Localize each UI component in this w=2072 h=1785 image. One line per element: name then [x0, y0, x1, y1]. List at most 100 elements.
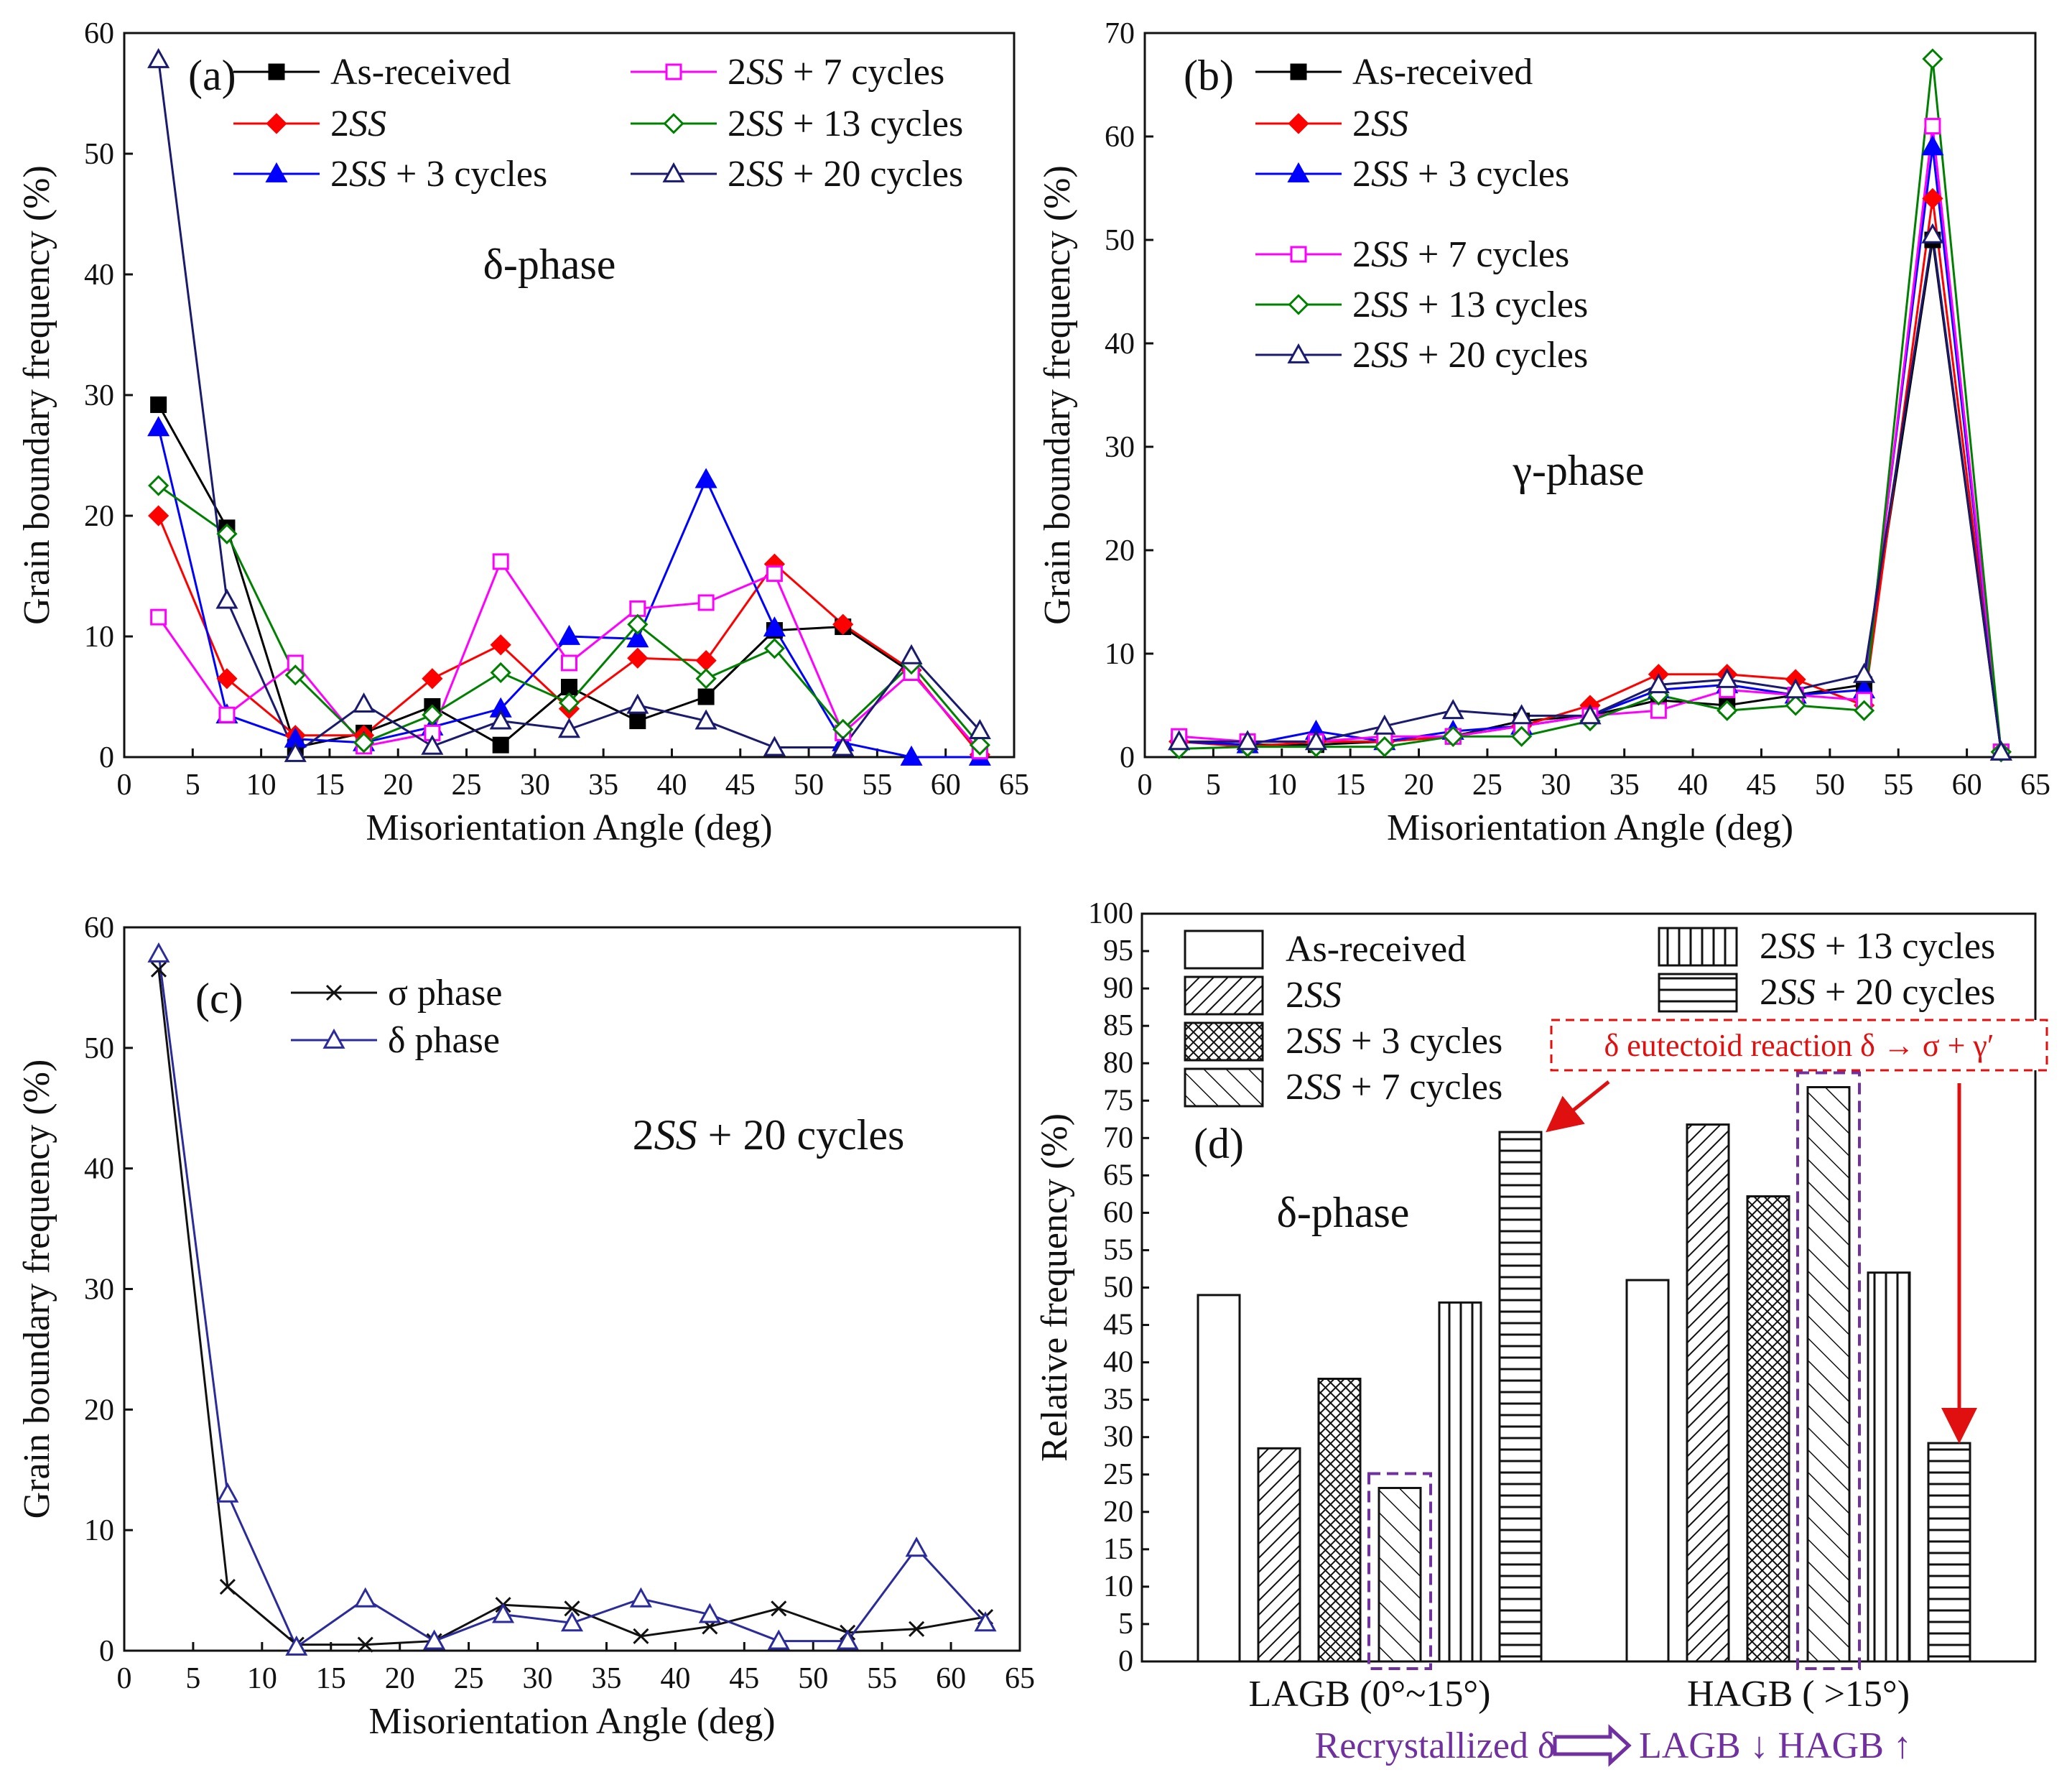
- y-tick-label: 70: [1103, 1121, 1133, 1154]
- y-tick-label: 85: [1103, 1009, 1133, 1042]
- data-point: [1924, 118, 1941, 135]
- data-point: [1647, 673, 1670, 694]
- data-point: [1921, 223, 1944, 244]
- legend-label: 2SS + 20 cycles: [1352, 335, 1588, 376]
- x-tick-label: 60: [936, 1662, 966, 1695]
- data-point: [1304, 730, 1328, 751]
- data-point: [490, 662, 511, 684]
- series-line: [1179, 58, 2002, 752]
- data-point: [150, 961, 167, 978]
- data-point: [767, 1629, 790, 1650]
- legend-label: 2SS + 7 cycles: [1286, 1067, 1502, 1108]
- marker-stroke: [357, 1636, 373, 1653]
- panel-c-chart: 0 5 10 15 20 25 30 35 40 45 50 55 60 65 0 10 20 30 40 50 60 M…: [17, 912, 1035, 1742]
- x-tick-label: 50: [1815, 769, 1845, 802]
- y-tick-label: 20: [1103, 1496, 1133, 1529]
- data-point: [148, 475, 169, 496]
- phase-annotation: 2SS + 20 cycles: [633, 1111, 905, 1159]
- panel-label: (c): [195, 975, 243, 1022]
- legend-swatch: [1184, 1067, 1264, 1108]
- data-point: [150, 608, 167, 626]
- x-tick-label: 5: [185, 769, 200, 802]
- data-point: [763, 616, 786, 637]
- data-point: [422, 668, 443, 690]
- data-point: [969, 734, 990, 756]
- x-tick-label: 5: [185, 1662, 200, 1695]
- x-tick-label: 60: [1952, 769, 1982, 802]
- data-point: [492, 736, 509, 754]
- x-tick-label: 0: [1138, 769, 1153, 802]
- legend-marker: [662, 162, 685, 182]
- legend-marker: [322, 1028, 345, 1049]
- series-line: [157, 969, 986, 1646]
- data-point: [1989, 740, 2012, 761]
- y-tick-label: 15: [1103, 1533, 1133, 1566]
- data-point: [695, 649, 717, 672]
- y-tick-label: 40: [1103, 1346, 1133, 1379]
- plot-frame: [1143, 32, 2037, 759]
- marker-stroke: [633, 1628, 649, 1644]
- data-point: [1921, 135, 1944, 156]
- x-tick-label: 45: [725, 769, 756, 802]
- data-point: [832, 613, 854, 635]
- bar: [1378, 1486, 1422, 1663]
- y-tick-label: 20: [84, 500, 114, 533]
- data-point: [629, 1587, 652, 1608]
- data-point: [284, 741, 307, 762]
- data-point: [422, 704, 443, 725]
- data-point: [763, 638, 786, 659]
- data-point: [489, 709, 512, 730]
- phase-annotation: γ-phase: [1512, 447, 1644, 494]
- legend-label: 2SS + 7 cycles: [728, 52, 944, 93]
- legend-label: 2SS: [1352, 103, 1408, 144]
- legend-label: 2SS + 13 cycles: [1760, 926, 1995, 967]
- x-tick-label: 10: [246, 769, 277, 802]
- data-point: [492, 1603, 515, 1623]
- y-tick-label: 50: [1103, 1271, 1133, 1304]
- panel-b-chart: 0 5 10 15 20 25 30 35 40 45 50 55 60 65 0 10 20 30 40 50 60 7…: [1037, 17, 2050, 848]
- double-arrow-shape: [1553, 1724, 1632, 1767]
- data-point: [626, 693, 649, 714]
- data-point: [490, 634, 511, 656]
- y-tick-label: 5: [1118, 1608, 1133, 1641]
- y-tick-label: 40: [1105, 328, 1135, 361]
- data-point: [626, 627, 649, 648]
- y-tick-label: 0: [1120, 741, 1135, 774]
- y-tick-label: 25: [1103, 1458, 1133, 1491]
- y-tick-label: 40: [84, 1153, 114, 1186]
- x-tick-label: 55: [862, 769, 892, 802]
- y-tick-label: 20: [1105, 534, 1135, 567]
- data-point: [557, 718, 581, 738]
- y-tick-label: 55: [1103, 1233, 1133, 1266]
- data-point: [1579, 704, 1602, 725]
- y-tick-label: 80: [1103, 1047, 1133, 1080]
- category-label: HAGB ( >15°): [1687, 1674, 1910, 1715]
- phase-annotation: δ-phase: [483, 241, 616, 288]
- bar: [1317, 1378, 1362, 1663]
- data-point: [1852, 662, 1876, 683]
- data-point: [357, 1636, 373, 1653]
- legend-marker: [665, 63, 682, 80]
- legend-label: 2SS + 3 cycles: [1352, 154, 1569, 195]
- y-axis-label: Grain boundary frequency (%): [17, 1060, 57, 1519]
- data-point: [1716, 667, 1739, 688]
- x-tick-label: 50: [798, 1662, 828, 1695]
- data-point: [285, 1635, 308, 1656]
- series-line: [1179, 126, 2002, 752]
- legend-label: 2SS: [330, 103, 386, 144]
- legend-label: 2SS: [1286, 975, 1342, 1016]
- data-point: [629, 600, 646, 617]
- x-tick-label: 40: [1678, 769, 1708, 802]
- data-point: [218, 706, 236, 723]
- legend-swatch: [1658, 927, 1738, 967]
- data-point: [1510, 704, 1533, 725]
- y-tick-label: 60: [84, 912, 114, 945]
- bar: [1867, 1271, 1911, 1663]
- data-point: [557, 624, 581, 645]
- data-point: [629, 713, 646, 730]
- legend-marker: [1288, 294, 1309, 315]
- y-tick-label: 10: [1103, 1570, 1133, 1603]
- data-point: [1784, 678, 1807, 699]
- y-tick-label: 65: [1103, 1159, 1133, 1192]
- x-tick-label: 30: [1541, 769, 1571, 802]
